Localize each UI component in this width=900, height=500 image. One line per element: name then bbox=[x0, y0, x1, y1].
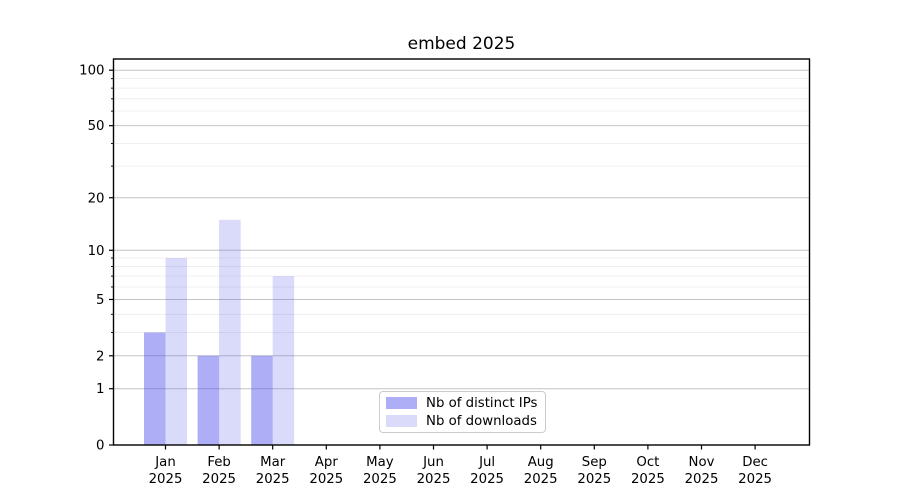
x-tick-label-year-oct: 2025 bbox=[631, 472, 665, 487]
x-tick-label-year-jun: 2025 bbox=[417, 472, 451, 487]
y-tick-label-20: 20 bbox=[88, 191, 105, 206]
y-tick-label-100: 100 bbox=[79, 64, 104, 79]
x-tick-label-year-nov: 2025 bbox=[685, 472, 719, 487]
bar-downloads-jan bbox=[165, 258, 187, 445]
x-tick-label-month-may: May bbox=[366, 455, 394, 470]
x-tick-label-month-feb: Feb bbox=[207, 455, 231, 470]
x-tick-label-month-nov: Nov bbox=[689, 455, 715, 470]
axes-spines bbox=[112, 58, 811, 446]
x-tick-label-month-oct: Oct bbox=[636, 455, 659, 470]
y-axis-tick-labels: 0 1 2 5 10 20 50 100 bbox=[79, 64, 104, 454]
x-axis-tick-labels: Jan 2025 Feb 2025 Mar 2025 Apr 2025 May 2025 Jun 20… bbox=[149, 455, 772, 487]
bars-group bbox=[144, 219, 295, 445]
bar-distinct-ips-feb bbox=[197, 355, 220, 445]
y-tick-label-0: 0 bbox=[96, 439, 104, 454]
x-tick-label-year-sep: 2025 bbox=[577, 472, 611, 487]
bar-downloads-mar bbox=[272, 276, 295, 445]
y-tick-label-10: 10 bbox=[88, 244, 105, 259]
x-tick-label-month-jul: Jul bbox=[478, 455, 495, 470]
legend-row-downloads: Nb of downloads bbox=[386, 413, 537, 429]
tick-marks bbox=[109, 69, 756, 450]
minor-gridlines bbox=[113, 78, 810, 333]
legend-swatch-downloads bbox=[386, 415, 417, 427]
x-tick-label-month-jun: Jun bbox=[422, 455, 444, 470]
plot-border bbox=[112, 58, 811, 446]
x-tick-label-year-jul: 2025 bbox=[470, 472, 504, 487]
x-tick-label-year-apr: 2025 bbox=[309, 472, 343, 487]
x-tick-label-year-may: 2025 bbox=[363, 472, 397, 487]
x-tick-label-month-aug: Aug bbox=[528, 455, 554, 470]
y-tick-label-50: 50 bbox=[88, 119, 105, 134]
legend-box: Nb of distinct IPs Nb of downloads bbox=[379, 391, 546, 433]
y-tick-label-1: 1 bbox=[96, 382, 104, 397]
legend-row-distinct-ips: Nb of distinct IPs bbox=[386, 395, 538, 411]
y-tick-label-2: 2 bbox=[96, 349, 104, 364]
x-tick-label-month-apr: Apr bbox=[315, 455, 339, 470]
bar-downloads-feb bbox=[219, 219, 241, 445]
major-gridlines bbox=[113, 69, 810, 390]
x-tick-label-month-jan: Jan bbox=[154, 455, 176, 470]
x-tick-label-month-dec: Dec bbox=[742, 455, 768, 470]
x-tick-label-year-mar: 2025 bbox=[256, 472, 290, 487]
x-tick-label-month-mar: Mar bbox=[260, 455, 286, 470]
x-tick-label-year-jan: 2025 bbox=[149, 472, 183, 487]
x-tick-label-month-sep: Sep bbox=[582, 455, 607, 470]
legend-label-downloads: Nb of downloads bbox=[426, 413, 537, 429]
x-tick-label-year-feb: 2025 bbox=[202, 472, 236, 487]
legend-label-distinct-ips: Nb of distinct IPs bbox=[426, 395, 538, 411]
bar-distinct-ips-mar bbox=[251, 355, 273, 445]
chart-title: embed 2025 bbox=[407, 34, 516, 54]
x-tick-label-year-aug: 2025 bbox=[524, 472, 558, 487]
x-tick-label-year-dec: 2025 bbox=[738, 472, 772, 487]
legend-swatch-distinct-ips bbox=[386, 397, 417, 409]
bar-distinct-ips-jan bbox=[144, 332, 166, 445]
y-tick-label-5: 5 bbox=[96, 293, 104, 308]
